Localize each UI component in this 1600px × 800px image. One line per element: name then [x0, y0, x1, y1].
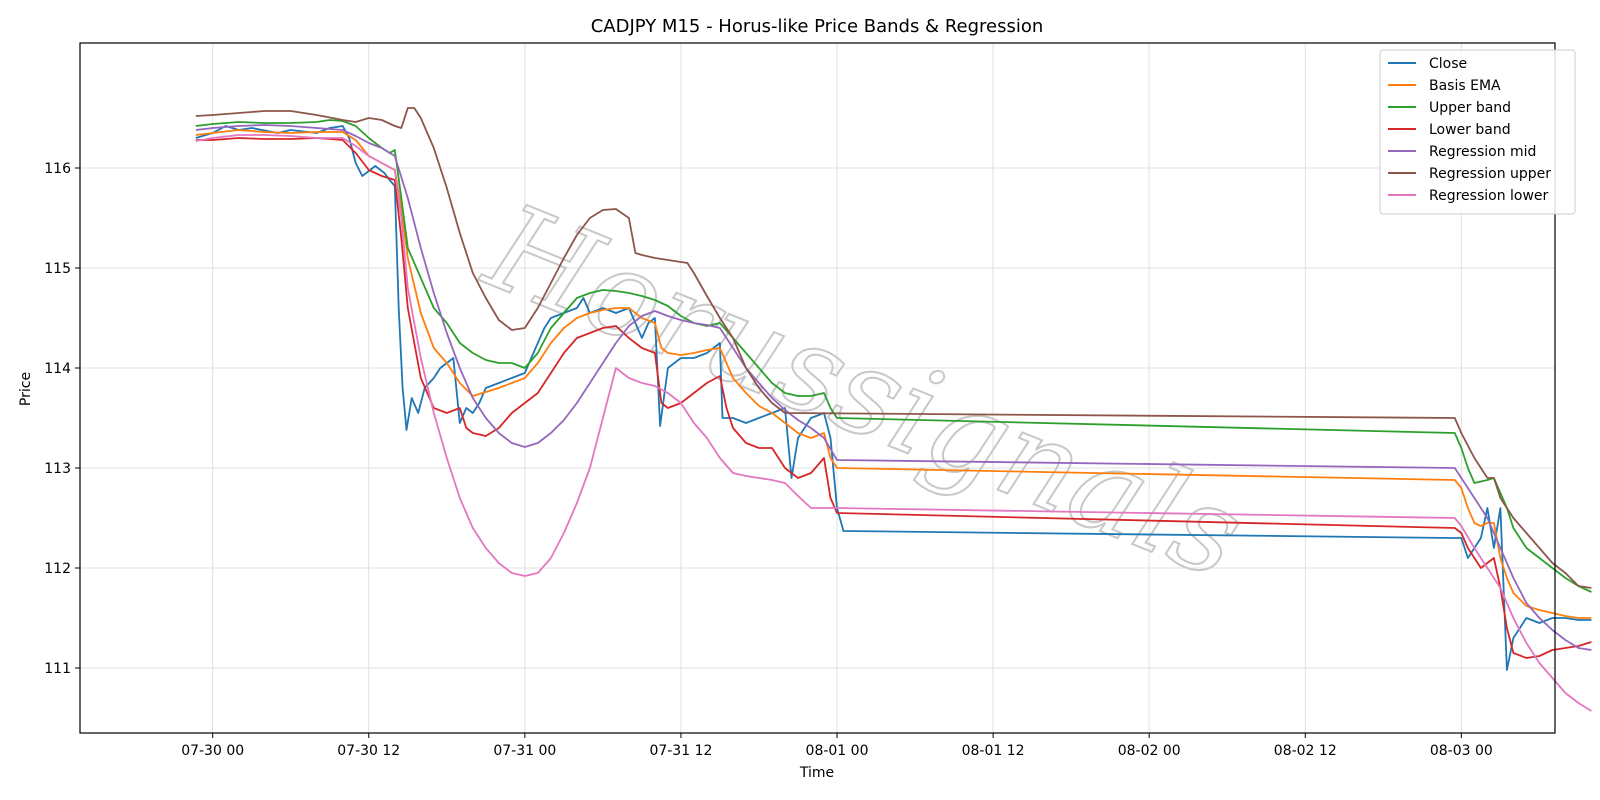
y-tick-label: 116	[44, 161, 71, 177]
axis-ticks: 07-30 00 07-30 12 07-31 00 07-31 12 08-01 00…	[44, 161, 1493, 759]
y-tick-label: 112	[44, 561, 71, 577]
legend-label: Upper band	[1429, 100, 1511, 116]
legend-label: Basis EMA	[1429, 78, 1501, 94]
chart-title: CADJPY M15 - Horus-like Price Bands & Re…	[591, 16, 1044, 37]
x-tick-label: 08-02 00	[1118, 743, 1181, 759]
legend: Close Basis EMA Upper band Lower band Regres…	[1379, 49, 1576, 215]
series-line-lower-band	[195, 137, 1592, 659]
plot-area	[195, 107, 1592, 712]
legend-label: Close	[1429, 56, 1467, 72]
x-axis-label: Time	[799, 765, 834, 781]
y-tick-label: 111	[44, 661, 71, 677]
legend-label: Regression lower	[1429, 188, 1549, 204]
x-tick-label: 08-01 12	[962, 743, 1025, 759]
x-tick-label: 07-30 12	[337, 743, 400, 759]
plot-frame	[79, 42, 1556, 734]
x-tick-label: 08-02 12	[1274, 743, 1337, 759]
legend-label: Regression mid	[1429, 144, 1536, 160]
x-tick-label: 07-30 00	[181, 743, 244, 759]
y-tick-label: 115	[44, 261, 71, 277]
legend-label: Regression upper	[1429, 166, 1551, 182]
x-tick-label: 07-31 12	[649, 743, 712, 759]
y-axis-label: Price	[18, 372, 34, 406]
legend-label: Lower band	[1429, 122, 1511, 138]
series-line-regression-mid	[195, 124, 1592, 651]
x-tick-label: 08-03 00	[1430, 743, 1493, 759]
legend-box	[1379, 49, 1576, 215]
y-tick-label: 113	[44, 461, 71, 477]
series-line-regression-lower	[195, 134, 1592, 712]
series-line-regression-upper	[195, 107, 1592, 589]
y-tick-label: 114	[44, 361, 71, 377]
x-tick-label: 08-01 00	[806, 743, 869, 759]
x-tick-label: 07-31 00	[493, 743, 556, 759]
